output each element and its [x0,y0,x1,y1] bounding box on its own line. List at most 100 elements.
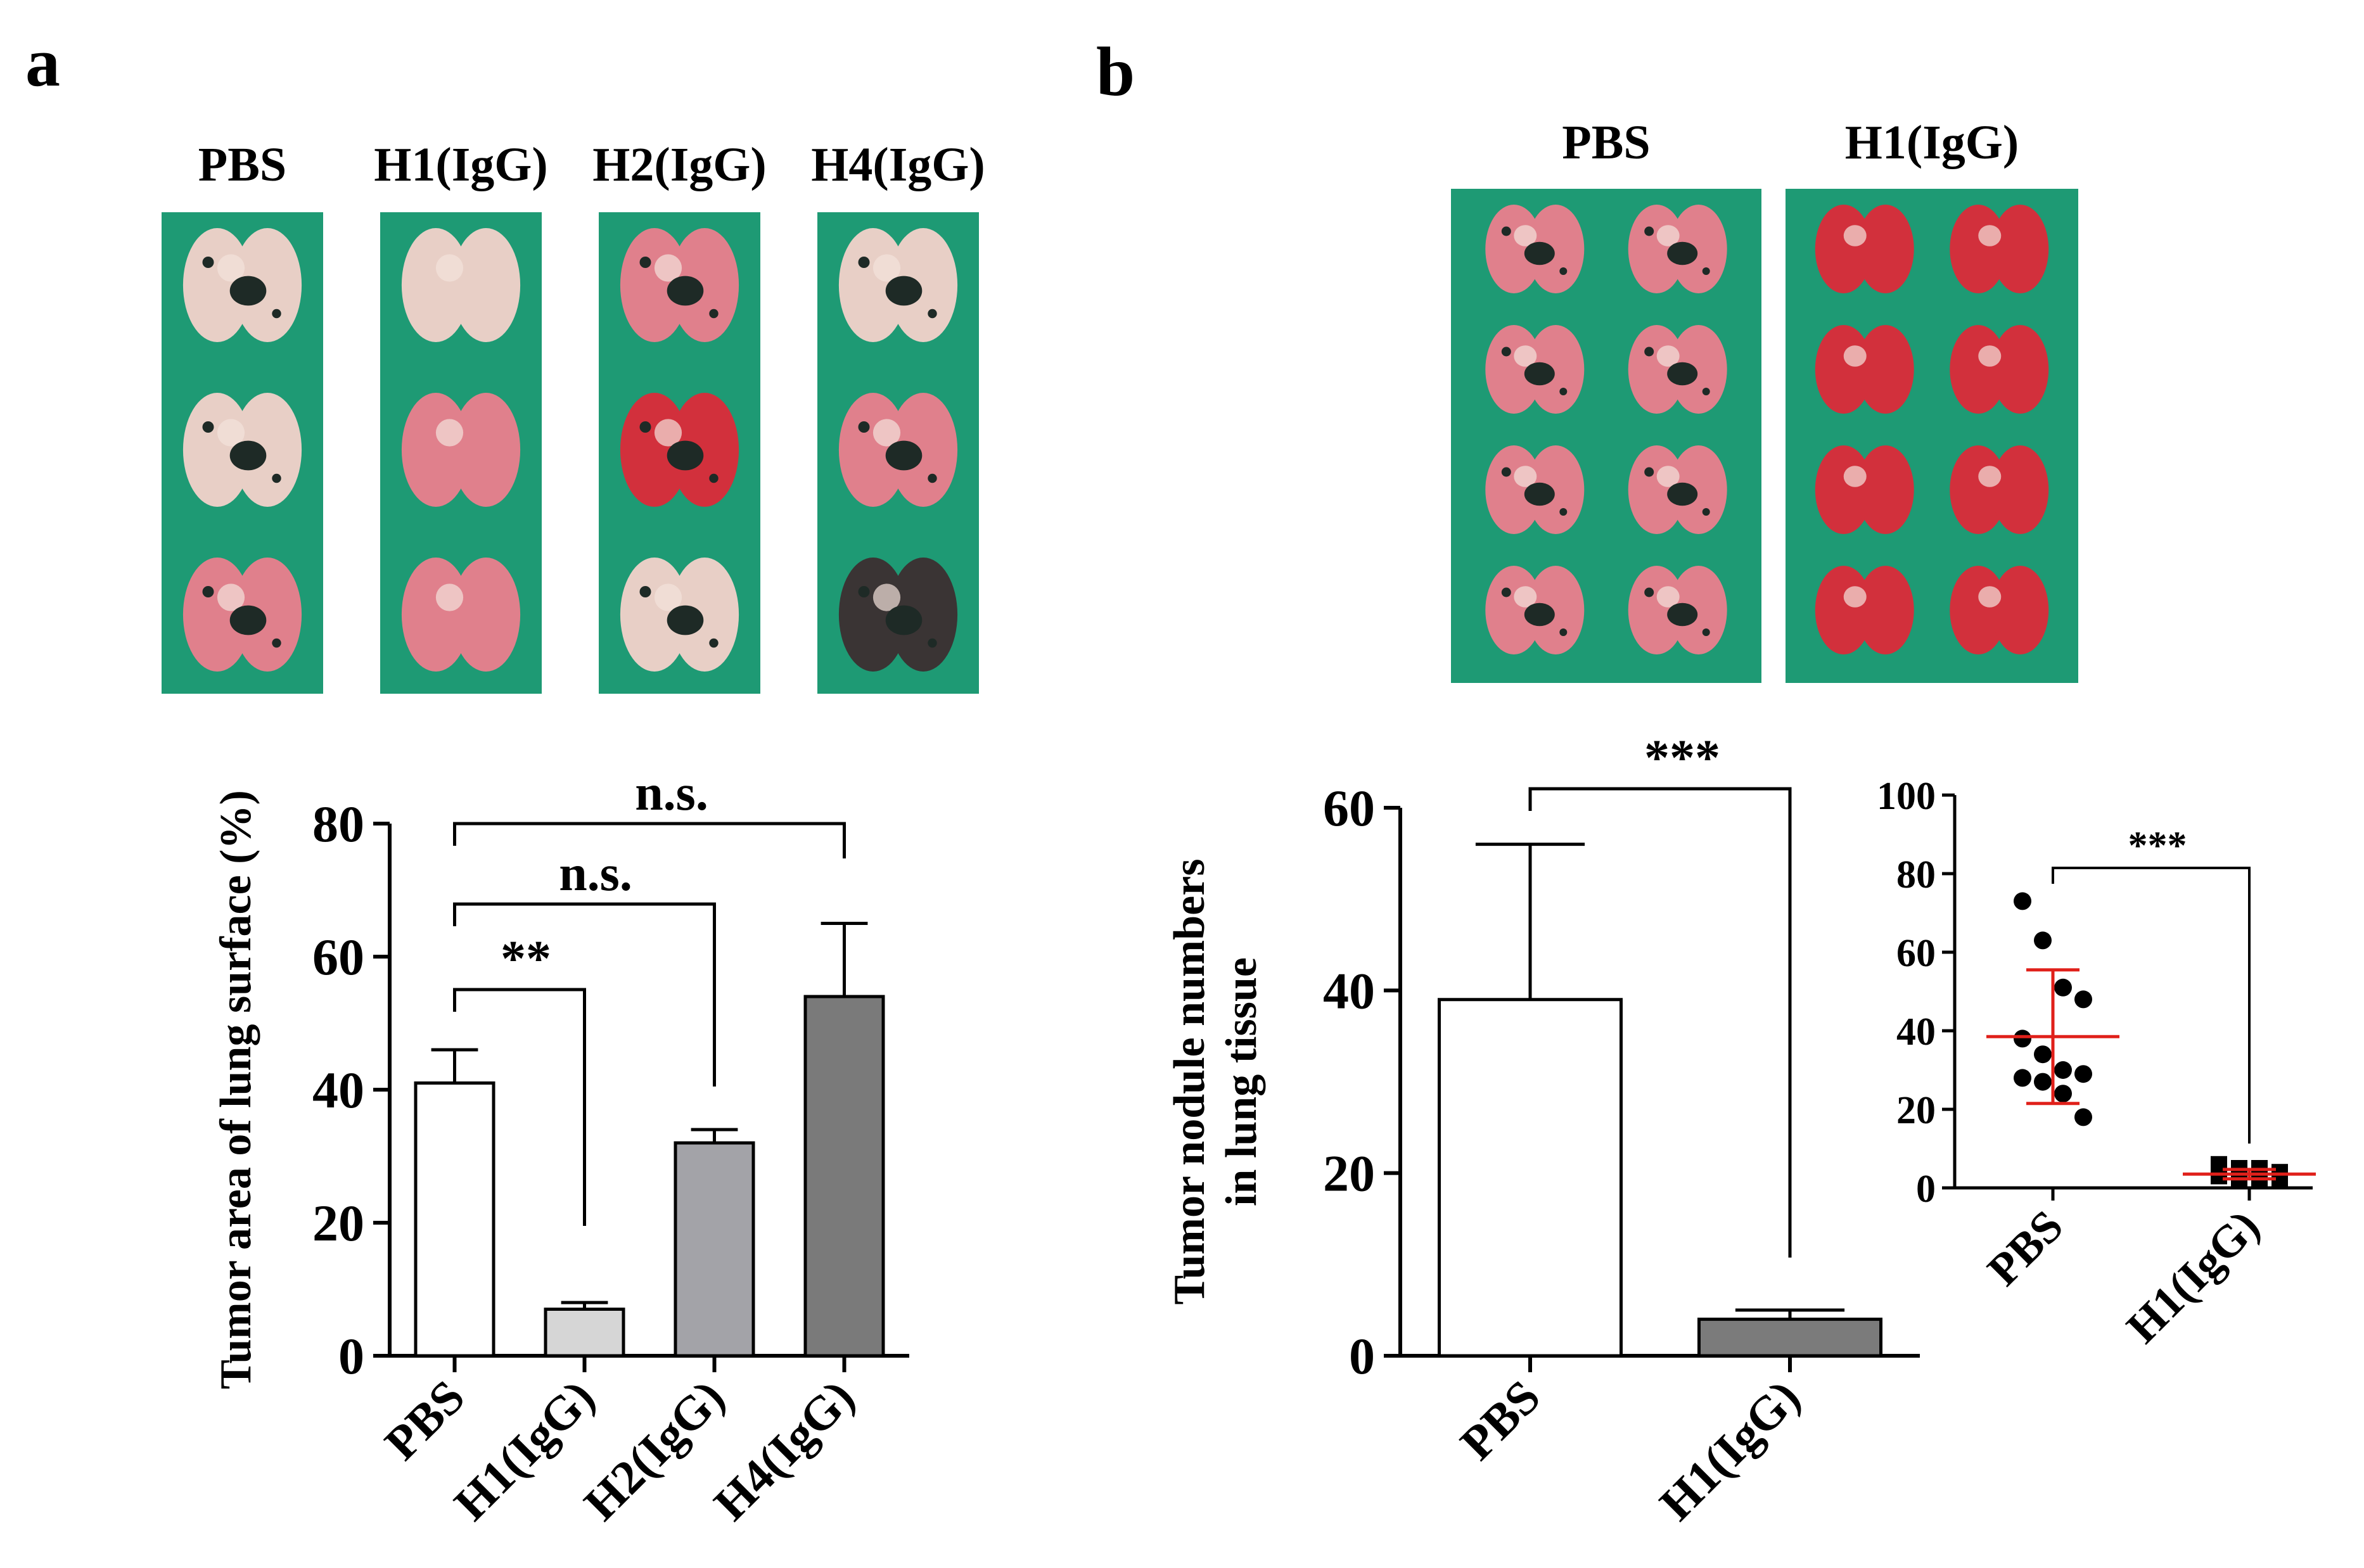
lung-b-1-3-1-right-lobe [1991,566,2049,654]
lung-b-0-3-0 [1485,566,1585,654]
y-tick-label-b_bar: 40 [1323,962,1375,1019]
lung-a-2-1-highlight [654,419,682,447]
lung-b-0-2-1 [1628,445,1727,534]
lung-b-0-2-1-nodule [1644,467,1654,477]
lung-b-0-0-1-nodule [1644,226,1654,236]
lung-a-0-1-tumor [229,440,267,471]
lung-b-1-0-1-right-lobe [1991,205,2049,293]
y-tick-label-a: 0 [338,1327,364,1385]
data-point-b_scatter-PBS [2054,978,2072,997]
lung-a-2-2-nodule [709,638,719,648]
lung-b-0-0-1 [1628,205,1727,293]
photo-label-b-0: PBS [1562,116,1650,169]
bar-b_bar-PBS [1438,998,1623,1358]
lung-a-3-0 [838,228,958,342]
lung-a-3-0-nodule [928,309,937,319]
lung-a-3-2 [838,558,958,672]
lung-b-0-3-1-nodule [1702,628,1710,636]
y-tick-label-b_bar: 20 [1323,1145,1375,1202]
lung-a-0-1-nodule [202,421,214,433]
lung-b-1-2-0-right-lobe [1856,445,1914,534]
lung-a-2-1-tumor [667,440,704,471]
lung-a-1-2-right-lobe [452,558,521,672]
significance-label-b_scatter: *** [2128,824,2187,867]
lung-a-2-1 [620,393,739,507]
y-tick-label-b_scatter: 20 [1896,1089,1936,1132]
lung-a-0-1-nodule [272,473,281,483]
lung-a-2-2 [620,558,739,672]
lung-b-1-2-0 [1815,445,1914,534]
lung-a-1-2-highlight [435,583,464,611]
lung-a-3-1-tumor [885,440,923,471]
y-tick-label-b_bar: 60 [1323,779,1375,837]
lung-a-0-0-highlight [217,254,245,282]
y-tick-label-b_scatter: 0 [1916,1168,1936,1211]
lung-b-0-1-1-tumor [1667,362,1698,386]
lung-b-0-3-0-right-lobe [1527,566,1585,654]
lung-a-0-2-nodule [272,638,281,648]
lung-b-0-0-0-tumor [1524,241,1555,265]
lung-a-0-0-nodule [272,309,281,319]
lung-a-0-2-nodule [202,586,214,597]
lung-photos-b: PBS H1(IgG) [1451,116,2078,683]
y-tick-label-b_scatter: 100 [1877,775,1936,818]
data-point-b_scatter-PBS [2014,1069,2031,1087]
panel-label-b: b [1096,33,1135,110]
data-point-b_scatter-PBS [2014,1029,2031,1048]
lung-b-1-0-0 [1815,205,1914,293]
x-tick-label-b_bar: H1(IgG) [1650,1370,1810,1531]
lung-a-2-1-nodule [639,421,651,433]
lung-b-0-3-0-tumor [1524,602,1555,627]
lung-a-2-1-nodule [709,473,719,483]
lung-b-0-2-0-nodule [1501,467,1511,477]
significance-bracket-b_bar [1528,787,1792,1258]
lung-a-2-0-highlight [654,254,682,282]
lung-b-1-2-1 [1950,445,2049,534]
lung-b-0-0-0-right-lobe [1527,205,1585,293]
lung-b-0-2-1-highlight [1656,466,1680,487]
lung-b-1-1-0-right-lobe [1856,325,1914,414]
lung-b-0-1-1-nodule [1644,347,1654,357]
data-point-b_scatter-PBS [2034,1073,2052,1091]
lung-b-1-2-0-highlight [1843,466,1867,487]
lung-b-1-1-0 [1815,325,1914,414]
lung-b-0-1-0-tumor [1524,362,1555,386]
data-point-b_scatter-PBS [2074,1065,2092,1083]
lung-b-0-2-1-right-lobe [1670,445,1727,534]
significance-bracket-b_scatter [2052,867,2251,1144]
panel-label-a: a [25,23,60,101]
x-tick-label-a: H4(IgG) [704,1370,864,1531]
lung-a-2-0 [620,228,739,342]
lung-b-0-1-1-highlight [1656,345,1680,367]
x-tick-label-a: H2(IgG) [574,1370,734,1531]
y-tick-label-b_scatter: 60 [1896,932,1936,975]
lung-b-0-0-0-nodule [1501,226,1511,236]
y-axis-label-b_bar: Tumor nodule numbers [1165,858,1214,1304]
lung-b-0-3-0-nodule [1501,587,1511,597]
lung-a-3-1-highlight [872,419,901,447]
lung-a-3-1-right-lobe [889,393,958,507]
photo-label-b-1: H1(IgG) [1845,116,2019,169]
photo-label-a-2: H2(IgG) [592,138,766,191]
lung-b-0-0-0-highlight [1514,225,1537,246]
y-tick-label-b_scatter: 40 [1896,1010,1936,1054]
lung-b-1-3-1 [1950,566,2049,654]
significance-bracket-a [453,822,846,858]
lung-b-0-3-1-highlight [1656,586,1680,608]
lung-a-1-0-right-lobe [452,228,521,342]
lung-a-2-2-highlight [654,583,682,611]
lung-b-0-1-0-highlight [1514,345,1537,367]
lung-b-0-2-0 [1485,445,1585,534]
data-point-b_scatter-PBS [2074,1108,2092,1126]
lung-b-0-2-0-tumor [1524,482,1555,506]
y-axis-label2-b_bar: in lung tissue [1217,957,1266,1206]
lung-a-3-2-right-lobe [889,558,958,672]
scatter-chart-nodule-numbers: 0 20 40 60 80 100 PBS H1(IgG) *** [1877,775,2316,1353]
lung-a-0-2-tumor [229,605,267,635]
lung-a-0-0 [182,228,302,342]
lung-a-0-0-nodule [202,257,214,268]
lung-b-0-3-1-right-lobe [1670,566,1727,654]
lung-a-2-0-nodule [639,257,651,268]
lung-a-3-2-nodule [928,638,937,648]
lung-a-1-1-right-lobe [452,393,521,507]
